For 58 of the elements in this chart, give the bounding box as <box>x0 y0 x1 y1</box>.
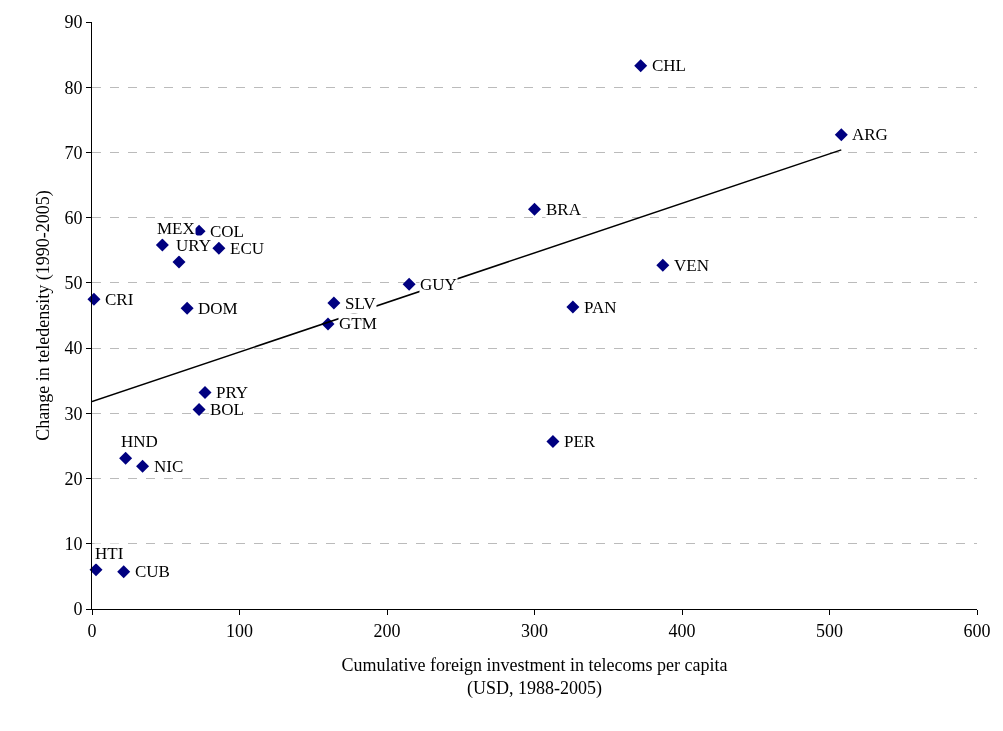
point <box>136 459 150 473</box>
y-tick-label: 70 <box>64 142 83 163</box>
point <box>172 255 186 269</box>
y-axis-title: Change in teledensity (1990-2005) <box>32 190 54 441</box>
y-tick-label: 30 <box>64 403 83 424</box>
point <box>546 434 560 448</box>
annotation: BRA <box>546 200 582 219</box>
point <box>402 277 416 291</box>
y-tick-label: 20 <box>64 468 83 489</box>
point <box>198 385 212 399</box>
x-tick-label: 600 <box>963 620 991 641</box>
annotation: GTM <box>339 314 377 333</box>
annotation: BOL <box>210 400 244 419</box>
annotation: CRI <box>105 290 134 309</box>
point <box>834 128 848 142</box>
x-tick-label: 200 <box>373 620 401 641</box>
x-axis-title: Cumulative foreign investment in telecoms per capita (USD, 1988-2005) <box>341 654 728 700</box>
y-tick-label: 10 <box>64 534 83 555</box>
annotation: HTI <box>95 544 124 563</box>
point <box>119 451 133 465</box>
annotation: CHL <box>652 56 686 75</box>
y-tick-label: 50 <box>64 273 83 294</box>
annotation: COL <box>210 222 244 241</box>
annotation: MEX <box>157 219 195 238</box>
point <box>656 258 670 272</box>
x-tick-label: 500 <box>816 620 843 641</box>
y-tick-label: 80 <box>64 77 83 98</box>
annotation: URY <box>176 236 211 255</box>
annotation: NIC <box>154 457 184 476</box>
point <box>634 59 648 73</box>
annotation: ARG <box>852 125 888 144</box>
y-tick-label: 40 <box>64 338 83 359</box>
annotation: PRY <box>216 383 249 402</box>
point <box>566 300 580 314</box>
y-tick-label: 90 <box>64 12 83 33</box>
annotation: PAN <box>584 298 617 317</box>
annotation: GUY <box>420 275 457 294</box>
point <box>327 296 341 310</box>
point <box>212 241 226 255</box>
annotation: ECU <box>230 239 264 258</box>
annotation: HND <box>121 432 158 451</box>
y-tick-label: 0 <box>73 599 83 620</box>
annotation: VEN <box>674 256 709 275</box>
x-tick-label: 300 <box>521 620 548 641</box>
annotation: DOM <box>198 299 238 318</box>
x-tick-label: 0 <box>87 620 97 641</box>
y-tick-label: 60 <box>64 207 83 228</box>
point <box>180 301 194 315</box>
point <box>155 238 169 252</box>
annotation: SLV <box>345 294 377 313</box>
annotation: PER <box>564 432 596 451</box>
point <box>528 202 541 216</box>
point <box>89 563 103 577</box>
x-tick-label: 100 <box>226 620 253 641</box>
point <box>192 402 206 416</box>
point <box>117 565 131 579</box>
annotation: CUB <box>135 562 170 581</box>
x-tick-label: 400 <box>668 620 696 641</box>
